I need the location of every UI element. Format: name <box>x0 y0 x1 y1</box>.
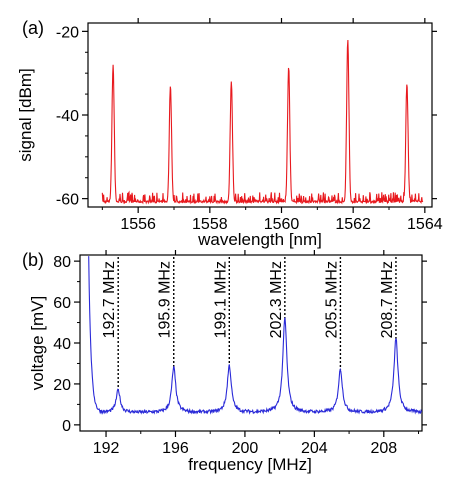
panel-a-xtick-label: 1556 <box>120 216 156 233</box>
panel-a-ytick-label: -20 <box>56 24 79 41</box>
panel-b-xlabel: frequency [MHz] <box>188 455 312 474</box>
panel-a-ticks: 1556 1558 1560 1562 1564 -20 -40 -60 <box>56 18 443 233</box>
peak-label: 202.3 MHz <box>268 261 285 338</box>
panel-b-annotations: 192.7 MHz 195.9 MHz 199.1 MHz 202.3 MHz 205.… <box>101 257 397 391</box>
peak-label: 205.5 MHz <box>323 261 340 338</box>
panel-b-xtick-label: 208 <box>370 440 397 457</box>
panel-a-ylabel: signal [dBm] <box>16 68 35 162</box>
panel-b-voltage-line <box>88 256 423 415</box>
panel-b-xtick-label: 196 <box>162 440 189 457</box>
panel-b-ytick-label: 20 <box>53 377 71 394</box>
peak-label: 195.9 MHz <box>157 261 174 338</box>
panel-a-xtick-label: 1560 <box>264 216 300 233</box>
panel-a-ytick-label: -60 <box>56 192 79 209</box>
panel-a-xtick-label: 1564 <box>407 216 443 233</box>
panel-b-plot-frame <box>79 254 423 432</box>
peak-label: 199.1 MHz <box>212 261 229 338</box>
panel-b-ytick-label: 0 <box>62 418 71 435</box>
panel-b-xtick-label: 204 <box>301 440 328 457</box>
panel-b-ytick-label: 80 <box>53 254 71 271</box>
panel-b-xtick-label: 200 <box>232 440 259 457</box>
panel-a-label: (a) <box>22 18 44 38</box>
panel-b-xtick-label: 192 <box>93 440 120 457</box>
panel-b-ytick-label: 60 <box>53 295 71 312</box>
panel-a-xtick-label: 1562 <box>335 216 371 233</box>
panel-b-ticks: 192 196 200 204 208 0 20 40 60 80 <box>53 250 427 457</box>
panel-a-xlabel: wavelength [nm] <box>197 230 322 249</box>
panel-a-plot-frame <box>87 22 433 208</box>
panel-a-signal-line <box>101 39 424 205</box>
panel-a: (a) 1556 1558 1560 1562 1564 -20 -40 -60 wavele… <box>16 18 443 249</box>
peak-label: 208.7 MHz <box>379 261 396 338</box>
panel-b-ytick-label: 40 <box>53 336 71 353</box>
panel-b-ylabel: voltage [mV] <box>28 296 47 391</box>
panel-a-ytick-label: -40 <box>56 108 79 125</box>
panel-a-xtick-label: 1558 <box>192 216 228 233</box>
panel-b-label: (b) <box>22 250 44 270</box>
peak-label: 192.7 MHz <box>101 261 118 338</box>
